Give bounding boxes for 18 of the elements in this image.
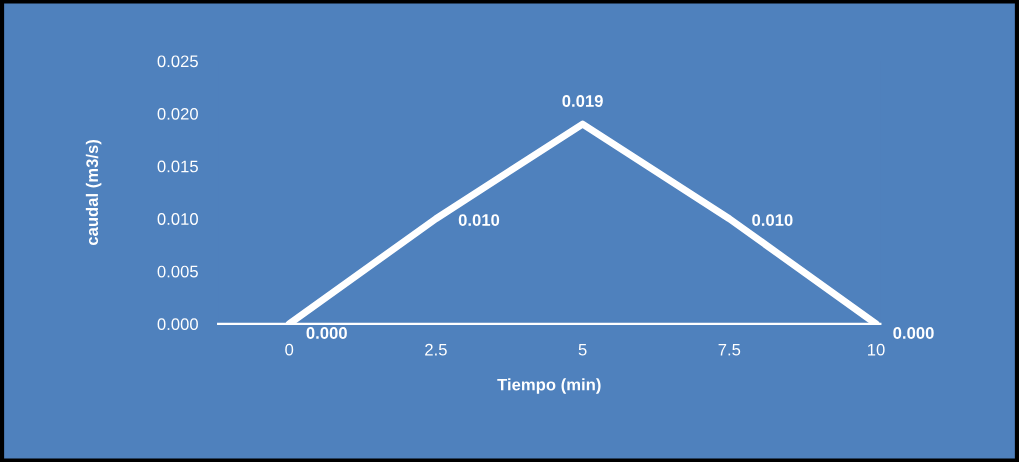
y-tick-label: 0.020 — [157, 107, 198, 120]
x-tick-label: 10 — [868, 343, 885, 356]
y-axis-title: caudal (m3/s) — [85, 139, 102, 246]
x-axis-title: Tiempo (min) — [497, 378, 601, 394]
y-tick-label: 0.005 — [157, 265, 198, 278]
y-tick-label: 0.010 — [157, 213, 198, 225]
x-tick-label: 0 — [285, 343, 294, 356]
x-tick-label: 5 — [578, 343, 587, 356]
data-label: 0.000 — [893, 327, 934, 339]
x-tick-label: 2.5 — [425, 343, 447, 356]
y-tick-label: 0.015 — [157, 160, 198, 173]
data-label: 0.019 — [562, 95, 603, 107]
y-tick-label: 0.000 — [157, 318, 198, 331]
x-tick-label: 7.5 — [718, 343, 741, 356]
y-tick-label: 0.025 — [157, 55, 198, 68]
data-label: 0.010 — [458, 214, 500, 226]
data-label: 0.000 — [306, 327, 347, 339]
data-label: 0.010 — [752, 214, 793, 226]
